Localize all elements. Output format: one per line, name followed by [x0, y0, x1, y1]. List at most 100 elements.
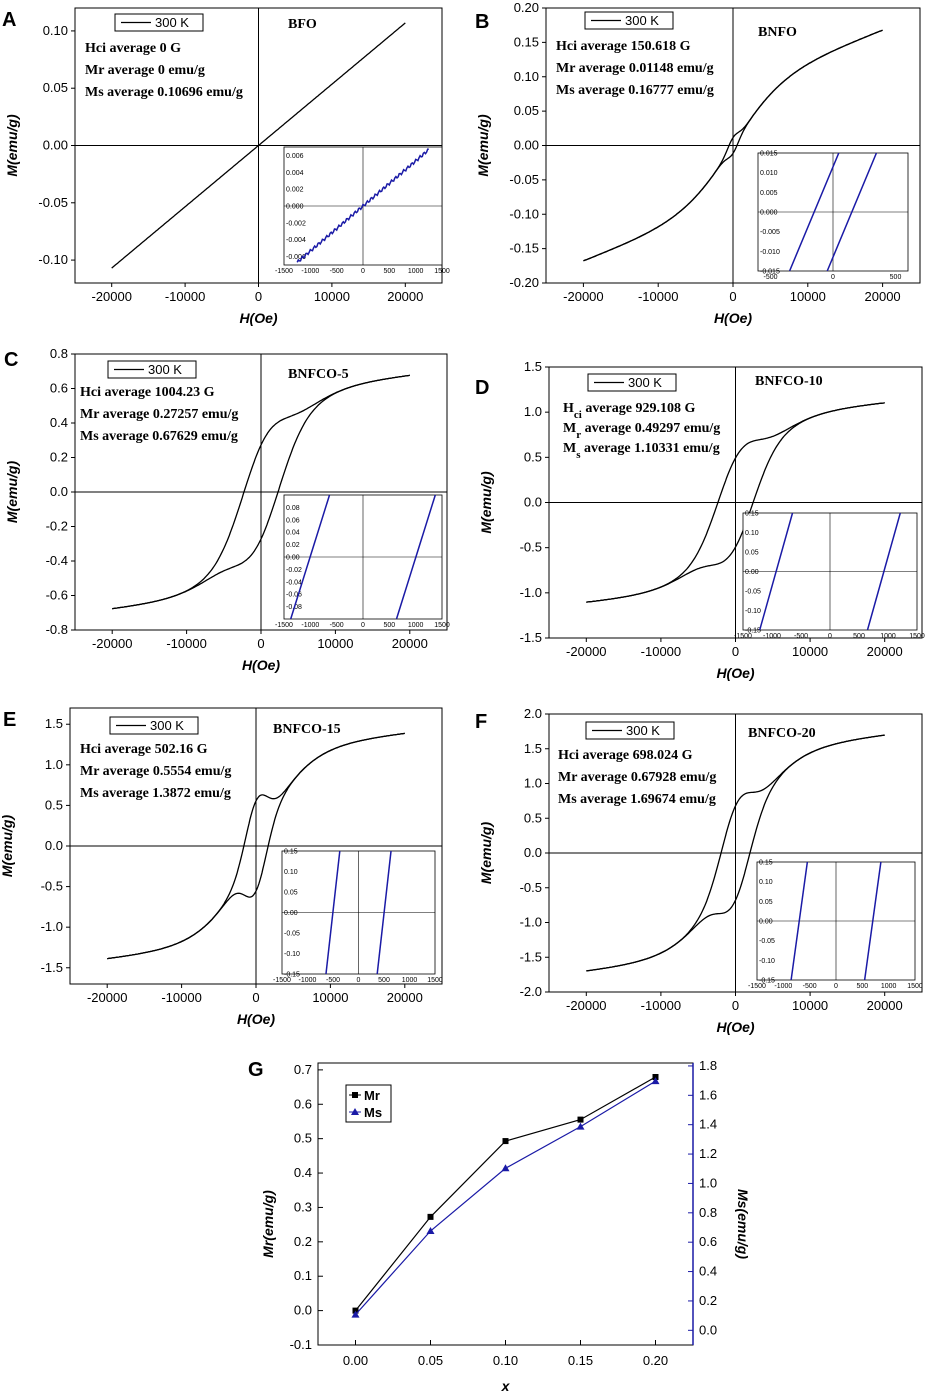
y-tick-label: 0.4	[50, 415, 68, 430]
x-tick-label: 0	[255, 289, 262, 304]
inset-x-tick-label: -1500	[734, 633, 752, 640]
legend-label-ms: Ms	[364, 1105, 382, 1120]
inset-plot: -1500 -1000 -500 0 500 1000 1500 -0.006 -0.004 -0…	[275, 146, 450, 275]
x-tick-label: 10000	[792, 998, 828, 1013]
annotation-1: Hci average 0 G	[85, 41, 181, 56]
legend-label-mr: Mr	[364, 1088, 380, 1103]
inset-plot: -1500 -1000 -500 0 500 1000 1500 -0.15 -0.10 -0.0…	[748, 860, 923, 991]
x-tick-label: 0.05	[418, 1353, 443, 1368]
inset-y-tick-label: 0.08	[286, 505, 300, 512]
x-tick-label: 20000	[865, 289, 901, 304]
y-tick-label: -1.0	[520, 585, 542, 600]
legend-label: 300 K	[628, 375, 662, 390]
x-tick-label: 10000	[312, 990, 348, 1005]
legend-label: 300 K	[150, 718, 184, 733]
inset-y-tick-label: 0.000	[760, 210, 778, 217]
hysteresis-ascending-branch	[586, 734, 885, 972]
inset-plot: -1500 -1000 -500 0 500 1000 1500 -0.15 -0.10 -0.0…	[734, 511, 925, 641]
y-tick-label: 2.0	[524, 706, 542, 721]
x-tick-label: 0	[252, 990, 259, 1005]
inset-x-tick-label: -500	[794, 633, 808, 640]
inset-x-tick-label: -1000	[301, 268, 319, 275]
x-tick-label: -10000	[166, 636, 206, 651]
annotation-1: Hci average 150.618 G	[556, 39, 691, 54]
y-tick-label: -0.10	[38, 252, 68, 267]
annotation-2: Mr average 0 emu/g	[85, 63, 205, 78]
inset-y-tick-label: 0.002	[286, 187, 304, 194]
inset-x-tick-label: 1000	[408, 268, 424, 275]
inset-branch-1	[289, 495, 331, 619]
y-tick-label: 0.20	[514, 0, 539, 15]
inset-x-tick-label: 1500	[907, 983, 923, 990]
inset-y-tick-label: -0.04	[286, 579, 302, 586]
legend-box	[345, 1084, 392, 1123]
x-tick-label: -10000	[165, 289, 205, 304]
inset-x-tick-label: 0	[361, 268, 365, 275]
panel-label: C	[4, 349, 18, 371]
inset-x-tick-label: -1500	[273, 977, 291, 984]
x-tick-label: -10000	[641, 998, 681, 1013]
y-tick-label: 1.5	[524, 359, 542, 374]
inset-y-tick-label: 0.015	[760, 151, 778, 158]
y-axis-label: M(emu/g)	[475, 114, 491, 177]
legend-marker-mr	[352, 1092, 358, 1098]
annotation-2: Mr average 0.5554 emu/g	[80, 764, 231, 779]
y-left-tick-label: 0.3	[294, 1199, 312, 1214]
inset-x-tick-label: 500	[383, 622, 395, 629]
x-axis-label: H(Oe)	[716, 665, 754, 681]
inset-x-tick-label: 0	[357, 977, 361, 984]
point-mr	[652, 1074, 659, 1081]
inset-branch-2	[395, 495, 437, 619]
panel-label: G	[248, 1059, 264, 1081]
y-tick-label: -0.2	[46, 519, 68, 534]
inset-x-tick-label: 500	[890, 274, 902, 281]
annotation-1: Hci average 1004.23 G	[80, 385, 215, 400]
inset-y-tick-label: -0.005	[760, 229, 780, 236]
y-tick-label: -0.5	[520, 540, 542, 555]
x-tick-label: 10000	[790, 289, 826, 304]
x-tick-label: 10000	[792, 644, 828, 659]
x-tick-label: 10000	[317, 636, 353, 651]
y-right-tick-label: 1.4	[699, 1117, 717, 1132]
annotation-2: Mr average 0.01148 emu/g	[556, 61, 714, 76]
y-tick-label: 1.0	[524, 404, 542, 419]
y-left-tick-label: 0.0	[294, 1303, 312, 1318]
inset-x-tick-label: 500	[378, 977, 390, 984]
x-tick-label: 20000	[387, 990, 423, 1005]
y-tick-label: 1.5	[45, 716, 63, 731]
x-tick-label: -20000	[91, 289, 131, 304]
inset-x-tick-label: -1000	[774, 983, 792, 990]
y-tick-label: 0.5	[45, 797, 63, 812]
annotation-2: Mr average 0.27257 emu/g	[80, 407, 238, 422]
inset-x-tick-label: -500	[330, 268, 344, 275]
inset-plot: -1500-1000-500050010001500-0.08-0.06-0.0…	[275, 494, 450, 629]
point-ms	[351, 1310, 360, 1318]
inset-y-tick-label: -0.05	[759, 938, 775, 945]
x-axis-label: H(Oe)	[239, 310, 277, 326]
x-tick-label: -20000	[87, 990, 127, 1005]
hysteresis-ascending-branch	[112, 374, 410, 610]
inset-x-tick-label: 1500	[434, 268, 450, 275]
inset-y-tick-label: -0.006	[286, 254, 306, 261]
y-tick-label: 0.00	[43, 138, 68, 153]
x-tick-label: -20000	[92, 636, 132, 651]
panel-f-hysteresis-bnfco-20: F-20000 -10000 0 10000 20000-2.0-1.5-1.0-0.5…	[475, 706, 923, 1035]
y-right-tick-label: 0.8	[699, 1205, 717, 1220]
inset-x-tick-label: 1000	[881, 983, 897, 990]
inset-x-tick-label: -1000	[763, 633, 781, 640]
inset-x-tick-label: 1000	[880, 633, 896, 640]
y-tick-label: -0.05	[509, 172, 539, 187]
x-tick-label: 0	[729, 289, 736, 304]
hysteresis-ascending-branch	[107, 732, 405, 960]
inset-y-tick-label: 0.06	[286, 517, 300, 524]
y-tick-label: 0.10	[514, 69, 539, 84]
panel-a-hysteresis-bfo: A-20000 -10000 0 10000 20000-0.10-0.050.000.…	[2, 7, 450, 326]
inset-x-tick-label: 0	[831, 274, 835, 281]
point-ms	[576, 1122, 585, 1130]
x-tick-label: 0.15	[568, 1353, 593, 1368]
inset-y-tick-label: -0.15	[284, 972, 300, 979]
y-left-axis-label: Mr(emu/g)	[260, 1190, 276, 1258]
inset-x-tick-label: -1500	[748, 983, 766, 990]
panel-b-hysteresis-bnfo: B -20000 -10000 0 10000 20000 -0.20 -0.15 -0.10 -…	[475, 0, 921, 326]
inset-y-tick-label: -0.010	[760, 249, 780, 256]
